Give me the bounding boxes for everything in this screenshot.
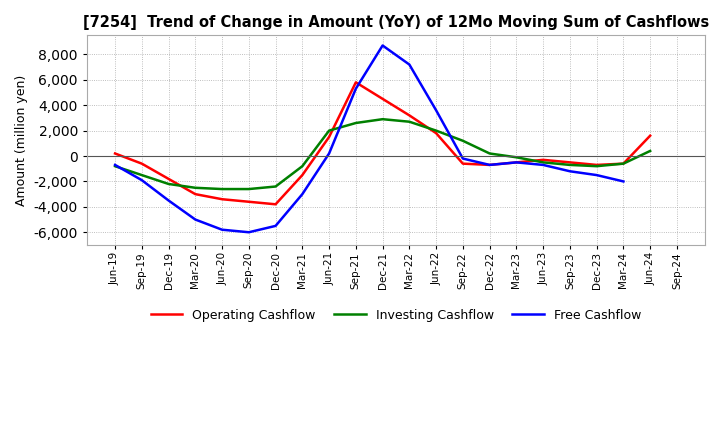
- Investing Cashflow: [245, 187, 253, 192]
- Operating Cashflow: [298, 172, 307, 178]
- Investing Cashflow: [298, 164, 307, 169]
- Free Cashflow: [271, 223, 280, 228]
- Free Cashflow: [164, 198, 173, 203]
- Y-axis label: Amount (million yen): Amount (million yen): [15, 74, 28, 206]
- Title: [7254]  Trend of Change in Amount (YoY) of 12Mo Moving Sum of Cashflows: [7254] Trend of Change in Amount (YoY) o…: [83, 15, 709, 30]
- Investing Cashflow: [512, 154, 521, 160]
- Free Cashflow: [566, 169, 575, 174]
- Free Cashflow: [512, 160, 521, 165]
- Operating Cashflow: [351, 80, 360, 85]
- Free Cashflow: [593, 172, 601, 178]
- Free Cashflow: [672, 132, 681, 137]
- Investing Cashflow: [485, 151, 494, 156]
- Free Cashflow: [138, 177, 146, 183]
- Operating Cashflow: [164, 176, 173, 182]
- Operating Cashflow: [619, 161, 628, 166]
- Investing Cashflow: [111, 164, 120, 169]
- Line: Investing Cashflow: Investing Cashflow: [115, 119, 650, 189]
- Investing Cashflow: [539, 160, 547, 165]
- Free Cashflow: [191, 217, 199, 222]
- Operating Cashflow: [566, 160, 575, 165]
- Operating Cashflow: [485, 162, 494, 168]
- Operating Cashflow: [539, 157, 547, 162]
- Operating Cashflow: [378, 96, 387, 102]
- Line: Operating Cashflow: Operating Cashflow: [115, 82, 650, 204]
- Free Cashflow: [485, 162, 494, 168]
- Operating Cashflow: [191, 191, 199, 197]
- Legend: Operating Cashflow, Investing Cashflow, Free Cashflow: Operating Cashflow, Investing Cashflow, …: [146, 304, 646, 327]
- Operating Cashflow: [512, 160, 521, 165]
- Investing Cashflow: [646, 148, 654, 154]
- Operating Cashflow: [646, 133, 654, 138]
- Investing Cashflow: [459, 138, 467, 143]
- Free Cashflow: [539, 162, 547, 168]
- Investing Cashflow: [164, 181, 173, 187]
- Free Cashflow: [245, 230, 253, 235]
- Investing Cashflow: [405, 119, 414, 125]
- Free Cashflow: [378, 43, 387, 48]
- Free Cashflow: [619, 179, 628, 184]
- Free Cashflow: [405, 62, 414, 67]
- Investing Cashflow: [351, 121, 360, 126]
- Investing Cashflow: [271, 184, 280, 189]
- Free Cashflow: [459, 156, 467, 161]
- Operating Cashflow: [271, 202, 280, 207]
- Operating Cashflow: [593, 162, 601, 168]
- Operating Cashflow: [138, 161, 146, 166]
- Free Cashflow: [298, 191, 307, 197]
- Free Cashflow: [351, 86, 360, 92]
- Operating Cashflow: [217, 197, 226, 202]
- Investing Cashflow: [432, 128, 441, 133]
- Operating Cashflow: [405, 113, 414, 118]
- Free Cashflow: [325, 151, 333, 156]
- Line: Free Cashflow: Free Cashflow: [115, 45, 677, 232]
- Investing Cashflow: [619, 161, 628, 166]
- Operating Cashflow: [325, 134, 333, 139]
- Investing Cashflow: [593, 164, 601, 169]
- Operating Cashflow: [245, 199, 253, 205]
- Free Cashflow: [111, 162, 120, 168]
- Operating Cashflow: [111, 151, 120, 156]
- Investing Cashflow: [378, 117, 387, 122]
- Investing Cashflow: [217, 187, 226, 192]
- Investing Cashflow: [191, 185, 199, 191]
- Operating Cashflow: [459, 161, 467, 166]
- Investing Cashflow: [325, 128, 333, 133]
- Investing Cashflow: [138, 172, 146, 178]
- Free Cashflow: [217, 227, 226, 232]
- Free Cashflow: [432, 108, 441, 113]
- Operating Cashflow: [432, 131, 441, 136]
- Investing Cashflow: [566, 162, 575, 168]
